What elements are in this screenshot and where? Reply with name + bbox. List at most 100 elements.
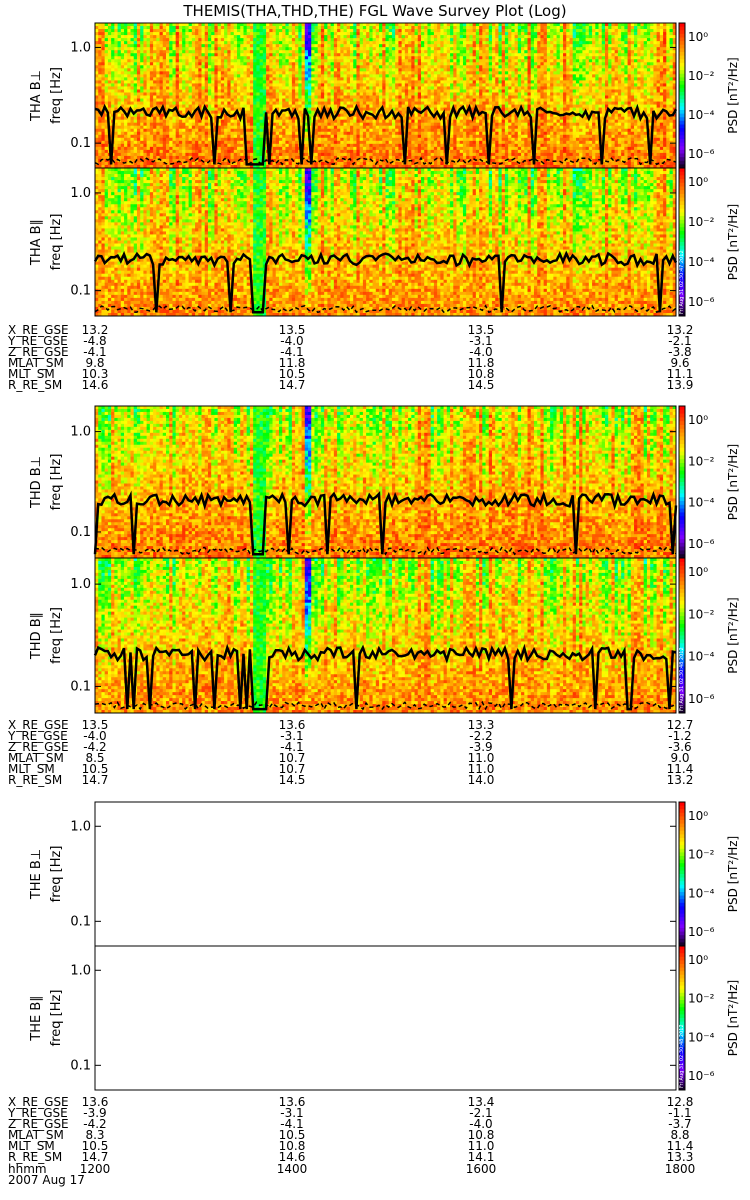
timestamp-stamp: Fri Aug 31 02:30:48 2012	[679, 1024, 685, 1088]
colorbar-tick-label: 10⁻⁴	[688, 108, 715, 122]
colorbar-tick-label: 10⁰	[688, 30, 708, 44]
colorbar-tick-label: 10⁻⁴	[688, 886, 715, 900]
ephemeris-value: 10.7	[272, 763, 312, 775]
colorbar-tick-label: 10⁻⁶	[688, 537, 715, 551]
ephemeris-value: -4.1	[272, 741, 312, 753]
ephemeris-value: 9.8	[75, 357, 115, 369]
ephemeris-value: 10.7	[272, 752, 312, 764]
ephemeris-value: 13.5	[75, 719, 115, 731]
y-tick-label: 1.0	[70, 40, 91, 55]
ephemeris-value: 14.6	[75, 379, 115, 391]
colorbar-label: PSD [nT²/Hz]	[726, 204, 740, 280]
ephemeris-value: 14.1	[461, 1151, 501, 1163]
panel-6: 1.0 0.1 THE B∥ freq [Hz] 10⁰ 10⁻² 10⁻⁴ 10⁻⁶ PSD …	[29, 945, 740, 1091]
colorbar: 10⁰ 10⁻² 10⁻⁴ 10⁻⁶ PSD [nT²/Hz]	[678, 22, 740, 169]
colorbar-tick-label: 10⁰	[688, 565, 708, 579]
colorbar-label: PSD [nT²/Hz]	[726, 444, 740, 520]
ephemeris-value: 13.3	[660, 1151, 700, 1163]
ephemeris-value: -3.9	[461, 741, 501, 753]
colorbar-tick-label: 10⁰	[688, 175, 708, 189]
ephemeris-value: 9.0	[660, 752, 700, 764]
colorbar: 10⁰ 10⁻² 10⁻⁴ 10⁻⁶ PSD [nT²/Hz] Fri Aug 31 02…	[678, 167, 740, 317]
ephemeris-value: 11.4	[660, 1140, 700, 1152]
ephemeris-value: 10.5	[272, 368, 312, 380]
ephemeris-value: 11.4	[660, 763, 700, 775]
panel-2: 1.0 0.1 THA B∥ freq [Hz] 10⁰ 10⁻² 10⁻⁴ 10⁻⁶ PSD …	[29, 167, 740, 317]
ephemeris-value: 12.7	[660, 719, 700, 731]
panel-label: THE B⊥	[29, 849, 44, 900]
ephemeris-value: 14.7	[272, 379, 312, 391]
ephemeris-value: -4.1	[272, 1118, 312, 1130]
ephemeris-row-name: X_RE_GSE	[8, 1096, 69, 1108]
ephemeris-value: -4.0	[272, 335, 312, 347]
colorbar-tick-label: 10⁻²	[688, 69, 715, 83]
lower-frequency-trace	[94, 546, 677, 556]
ephemeris-row-name: Y_RE_GSE	[8, 335, 68, 347]
y-tick-label: 0.1	[70, 284, 91, 299]
ephemeris-value: -1.1	[660, 1107, 700, 1119]
y-axis-label: freq [Hz]	[49, 607, 64, 664]
ephemeris-value: 14.7	[75, 1151, 115, 1163]
y-tick-label: 0.1	[70, 914, 91, 929]
ephemeris-row-name: MLAT_SM	[8, 357, 64, 369]
ephemeris-row-name: X_RE_GSE	[8, 324, 69, 336]
panel-3: 1.0 0.1 THD B⊥ freq [Hz] 10⁰ 10⁻² 10⁻⁴ 10⁻⁶ PSD …	[29, 405, 740, 559]
ephemeris-value: 13.2	[660, 774, 700, 786]
time-tick-label: 1600	[461, 1163, 501, 1175]
panel-frame	[94, 557, 677, 714]
ephemeris-value: 13.6	[75, 1096, 115, 1108]
ephemeris-value: 11.0	[461, 763, 501, 775]
colorbar-label: PSD [nT²/Hz]	[726, 597, 740, 673]
ephemeris-value: 8.5	[75, 752, 115, 764]
ephemeris-value: 10.5	[75, 1140, 115, 1152]
ephemeris-value: -4.1	[75, 346, 115, 358]
ephemeris-row-name: X_RE_GSE	[8, 719, 69, 731]
ephemeris-row-name: Z_RE_GSE	[8, 741, 69, 753]
ephemeris-value: 13.6	[272, 719, 312, 731]
panel-frame	[94, 945, 677, 1091]
ephemeris-row-name: MLAT_SM	[8, 1129, 64, 1141]
panel-4: 1.0 0.1 THD B∥ freq [Hz] 10⁰ 10⁻² 10⁻⁴ 10⁻⁶ PSD …	[29, 557, 740, 714]
panel-label: THD B⊥	[29, 456, 44, 509]
lower-frequency-trace	[94, 156, 677, 166]
ephemeris-value: -4.0	[461, 346, 501, 358]
colorbar-tick-label: 10⁻⁶	[688, 925, 715, 939]
colorbar-tick-label: 10⁻⁶	[688, 147, 715, 161]
date-label: 2007 Aug 17	[8, 1174, 85, 1186]
colorbar-label: PSD [nT²/Hz]	[726, 980, 740, 1056]
ephemeris-row-name: MLT_SM	[8, 763, 55, 775]
y-tick-label: 1.0	[70, 577, 91, 592]
time-axis-label: hhmm	[8, 1163, 47, 1175]
colorbar-tick-label: 10⁰	[688, 809, 708, 823]
ephemeris-value: -3.8	[660, 346, 700, 358]
time-tick-label: 1200	[75, 1163, 115, 1175]
ephemeris-value: 11.0	[461, 752, 501, 764]
panel-label: THD B∥	[29, 612, 44, 660]
ephemeris-row-name: Z_RE_GSE	[8, 346, 69, 358]
colorbar-tick-label: 10⁻²	[688, 992, 715, 1006]
spectrogram-cells	[95, 406, 677, 559]
ephemeris-value: -1.2	[660, 730, 700, 742]
ephemeris-value: 13.2	[75, 324, 115, 336]
colorbar: 10⁰ 10⁻² 10⁻⁴ 10⁻⁶ PSD [nT²/Hz]	[678, 801, 740, 947]
colorbar: 10⁰ 10⁻² 10⁻⁴ 10⁻⁶ PSD [nT²/Hz] Fri Aug 31 02…	[678, 557, 740, 714]
ephemeris-row-name: Z_RE_GSE	[8, 1118, 69, 1130]
spectrogram-cells	[95, 558, 677, 714]
ephemeris-row-name: Y_RE_GSE	[8, 1107, 68, 1119]
ephemeris-value: -4.0	[461, 1118, 501, 1130]
ephemeris-value: 14.6	[272, 1151, 312, 1163]
y-axis-label: freq [Hz]	[49, 990, 64, 1047]
ephemeris-value: -3.1	[461, 335, 501, 347]
ephemeris-value: -4.8	[75, 335, 115, 347]
ephemeris-value: 10.8	[461, 368, 501, 380]
ephemeris-value: 14.5	[461, 379, 501, 391]
ephemeris-value: 10.5	[272, 1129, 312, 1141]
colorbar-tick-label: 10⁻⁶	[688, 1069, 715, 1083]
y-tick-label: 1.0	[70, 819, 91, 834]
panel-frame	[94, 801, 677, 947]
colorbar-tick-label: 10⁰	[688, 413, 708, 427]
ephemeris-row-name: MLT_SM	[8, 1140, 55, 1152]
y-tick-label: 0.1	[70, 679, 91, 694]
colorbar-tick-label: 10⁻⁴	[688, 1030, 715, 1044]
